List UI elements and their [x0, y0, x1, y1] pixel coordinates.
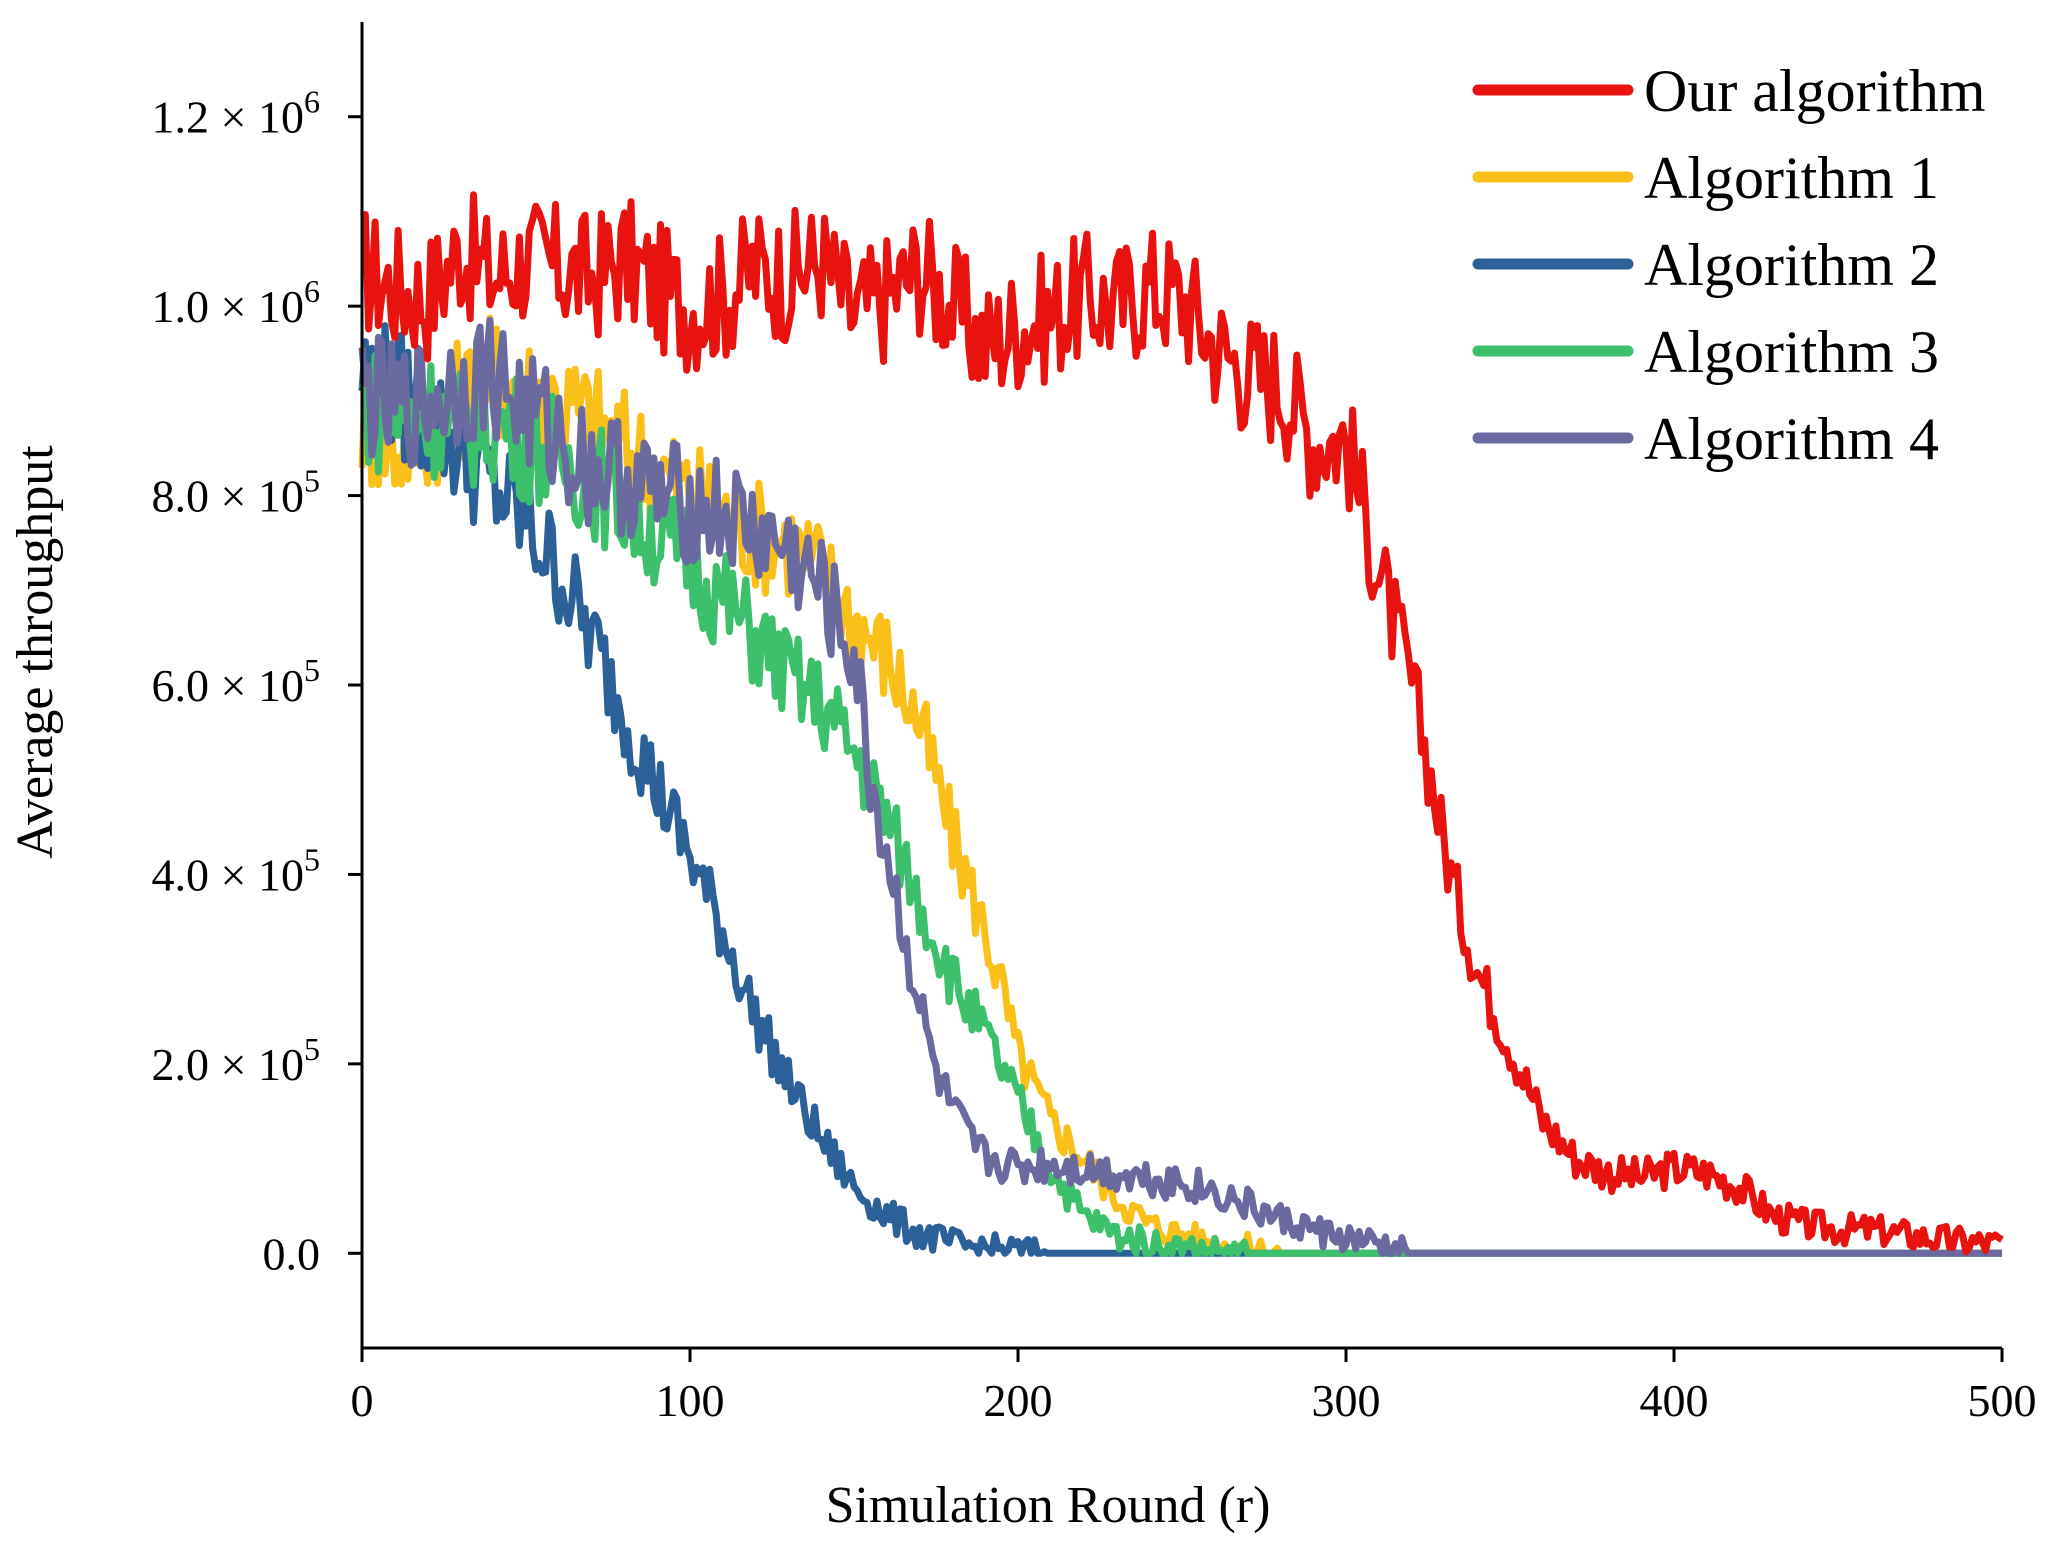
legend-label: Algorithm 1 [1644, 145, 1939, 211]
legend-label: Algorithm 3 [1644, 319, 1939, 385]
y-tick-label: 0.0 [263, 1228, 321, 1279]
y-tick-label: 6.0 × 105 [152, 652, 320, 711]
series-layer [358, 191, 2004, 1257]
x-tick-label: 400 [1640, 1375, 1709, 1426]
series-line [360, 191, 2004, 1256]
x-tick-label: 500 [1968, 1375, 2037, 1426]
series-line [358, 316, 2003, 1257]
x-axis-title: Simulation Round (r) [826, 1477, 1271, 1534]
legend-label: Our algorithm [1644, 58, 1986, 124]
y-axis-title: Average throughput [7, 445, 64, 859]
y-tick-label: 8.0 × 105 [152, 463, 320, 522]
y-tick-label: 2.0 × 105 [152, 1031, 320, 1090]
x-tick-label: 0 [351, 1375, 374, 1426]
x-tick-label: 200 [984, 1375, 1053, 1426]
legend: Our algorithm Algorithm 1 Algorithm 2 Algor… [1472, 58, 1986, 472]
x-ticks: 0 100 200 300 400 500 [351, 1348, 2037, 1426]
x-tick-label: 300 [1312, 1375, 1381, 1426]
y-tick-label: 1.0 × 106 [152, 273, 320, 332]
y-tick-label: 1.2 × 106 [152, 84, 320, 143]
y-tick-label: 4.0 × 105 [152, 841, 320, 900]
x-tick-label: 100 [656, 1375, 725, 1426]
legend-label: Algorithm 2 [1644, 232, 1939, 298]
legend-label: Algorithm 4 [1644, 406, 1939, 472]
y-ticks: 0.0 2.0 × 105 4.0 × 105 6.0 × 105 8.0 × 105 1… [152, 84, 362, 1279]
